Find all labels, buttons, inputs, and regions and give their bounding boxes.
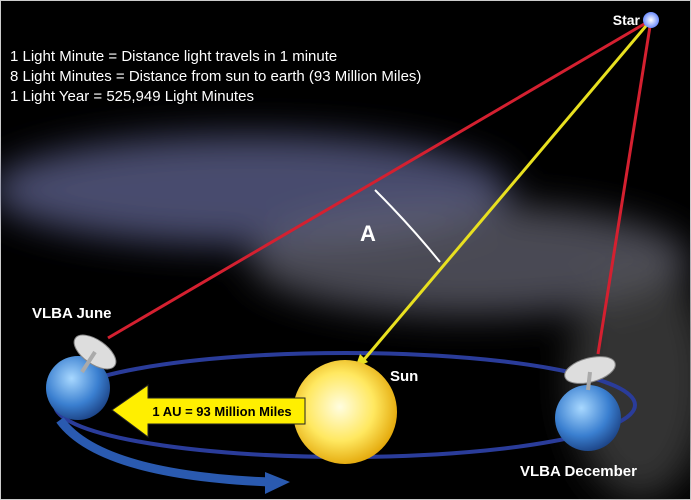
diagram: 1 AU = 93 Million Miles Star 1 Light Min… [0,0,691,500]
note: 1 Light Minute = Distance light travels … [10,48,337,65]
vlba-june-label: VLBA June [32,305,111,322]
star-label: Star [613,12,641,28]
note: 8 Light Minutes = Distance from sun to e… [10,68,421,85]
star [643,12,659,28]
sun [293,360,397,464]
vlba-december-label: VLBA December [520,463,637,480]
earth-december [555,385,621,451]
page: {"notes": ["1 Light Minute = Distance li… [0,0,691,500]
note: 1 Light Year = 525,949 Light Minutes [10,88,254,105]
sun-label: Sun [390,368,418,385]
au-label: 1 AU = 93 Million Miles [152,404,291,419]
angle-label: A [360,221,376,246]
